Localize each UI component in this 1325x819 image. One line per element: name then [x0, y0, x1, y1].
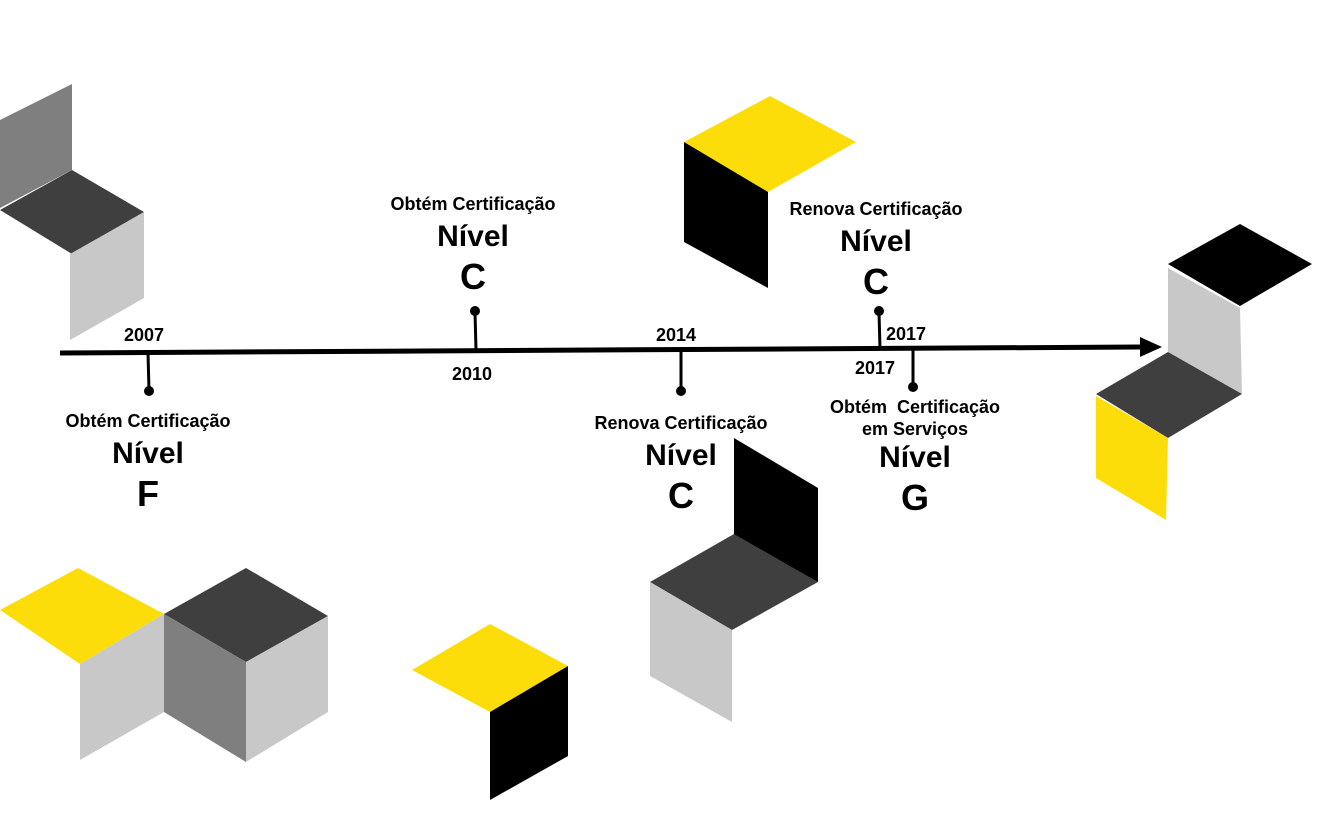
- block-bottom-center: [650, 438, 818, 722]
- block-top-left: [0, 84, 144, 340]
- tick-2017-renova: [877, 311, 882, 350]
- tick-dot-2017-renova: [874, 306, 884, 316]
- event-level-word: Nível: [112, 437, 184, 470]
- block-bottom-left: [0, 568, 328, 762]
- event-caption-line2: em Serviços: [861, 419, 969, 439]
- event-level: C: [460, 256, 486, 297]
- tick-dot-2017-obtem: [908, 382, 918, 392]
- event-level-word: Nível: [879, 441, 951, 474]
- event-caption: Obtém Certificação: [65, 411, 231, 431]
- event-level: C: [863, 261, 889, 302]
- block-top-middle: [684, 96, 856, 288]
- event-2010: Obtém Certificação Nível C: [373, 193, 573, 299]
- event-2014: Renova Certificação Nível C: [576, 412, 786, 518]
- tick-2007: [146, 352, 151, 391]
- event-caption: Obtém Certificação: [390, 194, 556, 214]
- year-label-2017-renova: 2017: [886, 324, 927, 344]
- tick-dot-2014: [676, 386, 686, 396]
- event-level-word: Nível: [840, 225, 912, 258]
- tick-dot-2010: [470, 306, 480, 316]
- event-2017-renova: Renova Certificação Nível C: [771, 198, 981, 304]
- year-label-2010: 2010: [452, 364, 493, 384]
- event-caption: Renova Certificação: [594, 413, 768, 433]
- year-label-2007: 2007: [124, 325, 165, 345]
- event-level-word: Nível: [437, 220, 509, 253]
- event-level: G: [900, 477, 929, 518]
- event-caption: Obtém Certificação: [829, 397, 1001, 417]
- event-level-word: Nível: [645, 439, 717, 472]
- tick-2010: [473, 311, 478, 351]
- block-right: [1096, 224, 1312, 520]
- event-caption: Renova Certificação: [789, 199, 963, 219]
- year-label-2014: 2014: [656, 325, 697, 345]
- year-label-2017-obtem: 2017: [855, 358, 896, 378]
- event-level: F: [137, 473, 159, 514]
- event-level: C: [668, 475, 694, 516]
- event-2017-obtem: Obtém Certificação em Serviços Nível G: [810, 396, 1020, 520]
- block-bottom-middle: [412, 624, 568, 800]
- tick-dot-2007: [144, 386, 154, 396]
- timeline-arrowhead: [1140, 337, 1162, 357]
- event-2007: Obtém Certificação Nível F: [48, 410, 248, 516]
- timeline-line: [59, 344, 1141, 356]
